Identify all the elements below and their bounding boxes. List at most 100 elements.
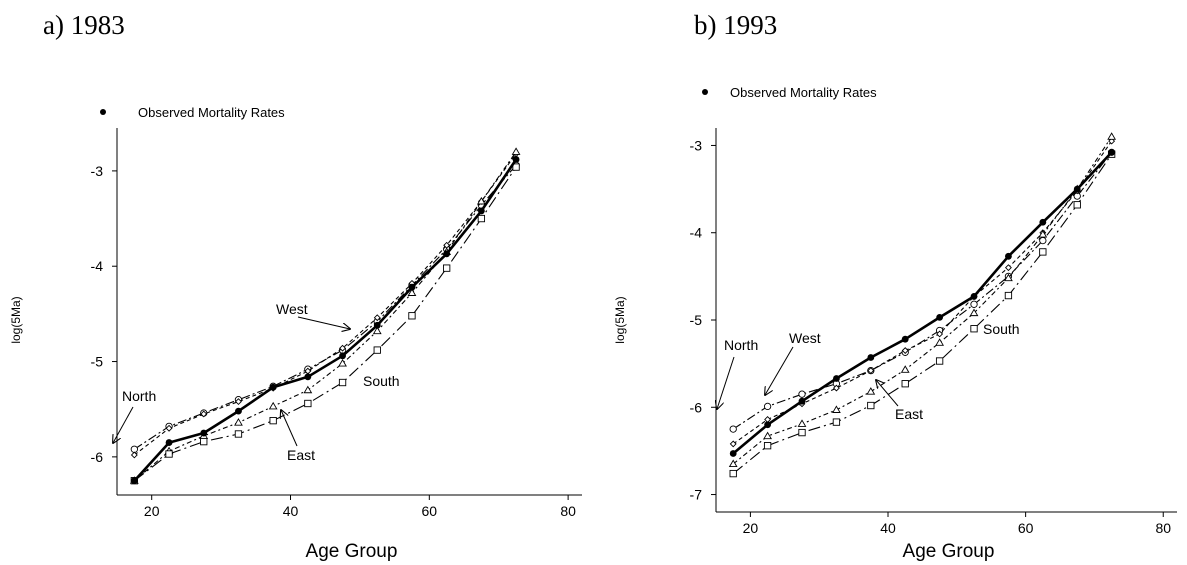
data-point-south	[901, 380, 909, 388]
data-point-observed	[867, 354, 875, 361]
data-point-observed	[729, 450, 737, 457]
legend-label: Observed Mortality Rates	[730, 85, 877, 100]
data-point-observed	[512, 156, 520, 163]
data-point-south	[408, 312, 416, 320]
chart-1983: 20 40 60 80 -6 -5 -4 -3 Age Group log(5Ma) Observe…	[9, 105, 582, 562]
data-point-south	[234, 430, 243, 438]
data-point-south	[338, 378, 347, 387]
x-axis-label: Age Group	[306, 541, 398, 562]
annotation-arrow	[297, 316, 350, 329]
data-point-south	[1073, 201, 1081, 209]
annotation-south: South	[363, 373, 400, 389]
data-point-west	[339, 344, 346, 352]
data-point-east	[797, 419, 807, 427]
annotation-east: East	[895, 406, 923, 422]
data-point-east	[763, 431, 772, 440]
y-tick-label: -5	[690, 312, 703, 328]
legend-marker	[702, 89, 708, 95]
series-line	[134, 151, 517, 482]
data-point-east	[372, 326, 382, 335]
x-tick-label: 60	[1018, 520, 1034, 536]
data-point-east	[407, 288, 417, 296]
data-point-east	[303, 385, 313, 394]
x-tick-label: 40	[283, 503, 299, 519]
data-point-west	[200, 410, 208, 418]
data-point-west	[373, 314, 381, 322]
data-point-south	[729, 469, 737, 478]
data-point-observed	[443, 250, 451, 258]
data-point-north	[798, 390, 806, 398]
x-tick-label: 40	[880, 520, 896, 536]
data-point-west	[1004, 264, 1012, 272]
y-tick-label: -6	[690, 399, 703, 415]
data-point-observed	[304, 373, 312, 381]
data-point-north	[763, 402, 772, 411]
y-axis-label: log(5Ma)	[9, 296, 23, 343]
x-tick-label: 20	[144, 503, 160, 519]
x-tick-label: 20	[743, 520, 759, 536]
data-point-east	[1004, 273, 1013, 282]
series-line	[134, 153, 517, 456]
data-point-observed	[1039, 218, 1047, 226]
data-point-observed	[901, 335, 909, 343]
data-point-east	[1107, 132, 1117, 140]
data-point-south	[443, 264, 451, 272]
data-point-south	[1039, 248, 1047, 256]
x-tick-label: 80	[560, 503, 576, 519]
series-west	[729, 137, 1116, 448]
data-point-east	[338, 358, 347, 367]
data-point-observed	[130, 477, 138, 485]
y-tick-label: -5	[91, 354, 104, 370]
data-point-south	[867, 401, 875, 410]
annotation-arrow	[876, 380, 899, 407]
data-point-observed	[408, 283, 416, 291]
series-line	[732, 151, 1113, 455]
series-north	[130, 161, 520, 453]
data-point-observed	[936, 313, 944, 321]
series-line	[133, 158, 518, 482]
data-point-south	[935, 357, 944, 365]
x-axis-label: Age Group	[903, 541, 995, 562]
annotation-arrow	[717, 356, 735, 409]
panel-title: b) 1993	[694, 10, 778, 40]
data-point-observed	[200, 429, 208, 437]
annotation-west: West	[276, 301, 308, 317]
data-point-observed	[339, 352, 346, 360]
data-point-west	[729, 440, 737, 448]
data-point-observed	[1108, 149, 1116, 156]
series-observed-mortality-rates	[729, 149, 1116, 457]
data-point-west	[901, 347, 909, 354]
data-point-observed	[764, 421, 772, 429]
x-tick-label: 80	[1155, 520, 1171, 536]
series-east	[129, 147, 521, 484]
data-point-east	[866, 387, 876, 395]
data-point-south	[970, 325, 978, 333]
y-tick-label: -3	[91, 163, 104, 179]
x-tick-label: 60	[422, 503, 438, 519]
series-west	[130, 150, 520, 459]
data-point-east	[476, 196, 486, 205]
annotation-east: East	[287, 447, 315, 463]
data-point-east	[234, 418, 243, 426]
data-point-observed	[477, 207, 485, 215]
data-point-south	[1004, 291, 1013, 300]
data-point-south	[512, 163, 520, 171]
data-point-east	[832, 405, 841, 413]
data-point-observed	[269, 383, 277, 391]
data-point-south	[477, 214, 486, 223]
data-point-observed	[235, 407, 242, 415]
series-line	[732, 136, 1113, 465]
data-point-observed	[373, 321, 381, 329]
annotation-north: North	[724, 337, 758, 353]
legend-label: Observed Mortality Rates	[138, 105, 285, 120]
series-line	[134, 164, 517, 450]
data-point-observed	[165, 439, 173, 446]
data-point-east	[900, 365, 910, 373]
series-south	[729, 150, 1116, 478]
data-point-observed	[833, 375, 840, 382]
y-tick-label: -4	[690, 225, 703, 241]
series-line	[134, 166, 517, 482]
data-point-west	[165, 424, 173, 432]
annotation-arrow	[765, 346, 794, 395]
annotation-north: North	[122, 388, 156, 404]
